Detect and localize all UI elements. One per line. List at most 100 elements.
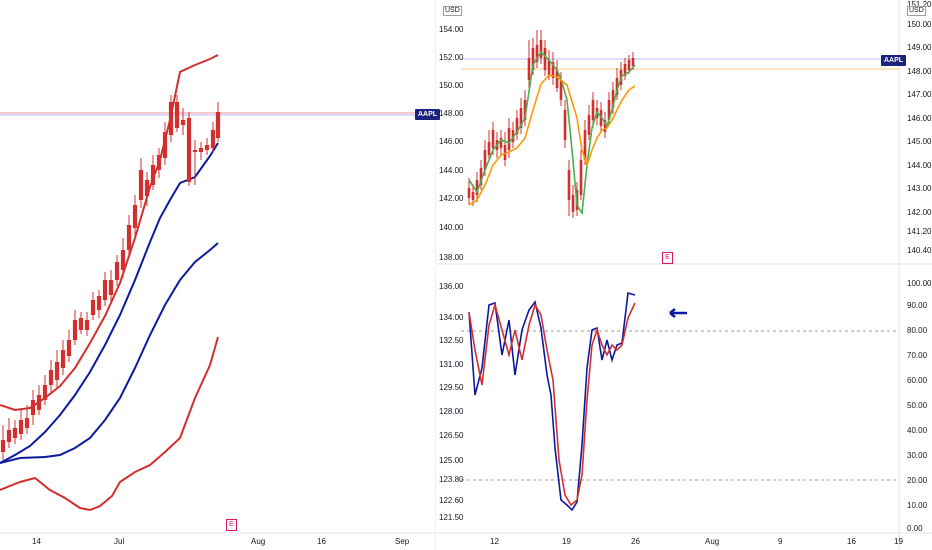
candle-body	[180, 120, 186, 125]
candle-body	[30, 400, 36, 415]
axis-tick: 70.00	[907, 351, 928, 360]
axis-tick: 129.50	[439, 383, 464, 392]
axis-tick: 141.20	[907, 227, 932, 236]
x-tick: 26	[631, 537, 640, 546]
candle-body	[547, 60, 551, 75]
axis-tick: 20.00	[907, 476, 928, 485]
candle-body	[132, 205, 138, 228]
axis-tick: 10.00	[907, 501, 928, 510]
candle-body	[138, 170, 144, 200]
candle-body	[623, 64, 627, 76]
candle-body	[72, 320, 78, 340]
candle-body	[174, 102, 180, 128]
candle-body	[54, 362, 60, 380]
x-tick: 19	[894, 537, 903, 546]
left-chart-canvas[interactable]	[0, 0, 436, 550]
candle-body	[24, 418, 30, 428]
left-upper-band	[0, 54, 219, 412]
candle-body	[523, 100, 527, 120]
candle-body	[120, 250, 126, 270]
x-tick: Aug	[705, 537, 720, 546]
left-chart-pane[interactable]: AAPL E 14 Jul Aug 16 Sep	[0, 0, 441, 550]
left-candles	[0, 95, 221, 460]
candle-body	[210, 130, 216, 148]
candle-body	[204, 145, 210, 150]
candle-body	[631, 58, 635, 66]
axis-tick: 144.00	[439, 166, 464, 175]
candle-body	[487, 142, 491, 155]
x-tick: 12	[490, 537, 499, 546]
axis-tick: 140.00	[439, 223, 464, 232]
currency-label-top: USD	[443, 6, 462, 16]
candle-body	[156, 155, 162, 170]
candle-body	[491, 130, 495, 148]
candle-body	[198, 148, 204, 152]
axis-tick: 150.00	[439, 81, 464, 90]
right-earnings-marker[interactable]: E	[662, 252, 673, 264]
axis-tick: 132.50	[439, 336, 464, 345]
candle-body	[12, 428, 18, 438]
axis-tick: 121.50	[439, 513, 464, 522]
left-earnings-marker[interactable]: E	[226, 519, 237, 531]
candle-body	[168, 102, 174, 135]
stoch-k-line	[468, 291, 636, 512]
axis-tick: 0.00	[907, 524, 923, 533]
candle-body	[579, 160, 583, 195]
left-symbol-tag: AAPL	[415, 109, 441, 120]
candle-body	[611, 90, 615, 108]
candle-body	[571, 195, 575, 212]
candle-body	[551, 62, 555, 78]
axis-tick: 152.00	[439, 53, 464, 62]
axis-tick: 140.40	[907, 246, 932, 255]
axis-tick: 144.00	[907, 161, 932, 170]
candle-body	[527, 58, 531, 80]
candle-body	[539, 40, 543, 58]
candle-body	[215, 112, 221, 138]
axis-tick: 151.20	[907, 0, 932, 9]
right-chart-pane[interactable]: 154.00 152.00 150.00 148.00 146.00 144.0…	[437, 0, 932, 550]
left-arrow-icon	[669, 308, 687, 318]
candle-body	[511, 130, 515, 142]
candle-body	[471, 192, 475, 200]
candle-body	[162, 132, 168, 158]
left-x-tick: Jul	[114, 537, 125, 546]
axis-tick: 126.50	[439, 431, 464, 440]
axis-tick: 146.00	[439, 137, 464, 146]
axis-tick: 138.00	[439, 253, 464, 262]
candle-body	[96, 296, 102, 310]
axis-tick: 123.80	[439, 475, 464, 484]
candle-body	[627, 60, 631, 70]
candle-body	[607, 100, 611, 120]
candle-body	[192, 150, 198, 152]
axis-tick: 142.00	[439, 194, 464, 203]
axis-tick: 148.00	[439, 109, 464, 118]
candle-body	[515, 118, 519, 134]
candle-body	[503, 145, 507, 160]
axis-tick: 149.00	[907, 43, 932, 52]
left-lower-band	[0, 336, 219, 512]
axis-tick: 143.00	[907, 184, 932, 193]
x-tick: 19	[562, 537, 571, 546]
axis-tick: 80.00	[907, 326, 928, 335]
candle-body	[60, 350, 66, 368]
left-mid-band	[0, 142, 219, 464]
candle-body	[555, 70, 559, 88]
candle-body	[6, 430, 12, 442]
axis-tick: 60.00	[907, 376, 928, 385]
candle-body	[150, 165, 156, 185]
candle-body	[78, 318, 84, 330]
candle-body	[66, 340, 72, 356]
candle-body	[559, 80, 563, 100]
candle-body	[499, 138, 503, 148]
right-symbol-tag: AAPL	[881, 55, 907, 66]
slow-ma-line	[468, 74, 636, 206]
candle-body	[0, 440, 6, 452]
axis-tick: 50.00	[907, 401, 928, 410]
candle-body	[531, 48, 535, 70]
candle-body	[483, 150, 487, 170]
right-chart-canvas[interactable]	[437, 0, 932, 550]
candle-body	[36, 395, 42, 410]
candle-body	[567, 170, 571, 200]
currency-label-right: USD	[907, 6, 926, 16]
left-x-tick: Aug	[251, 537, 266, 546]
